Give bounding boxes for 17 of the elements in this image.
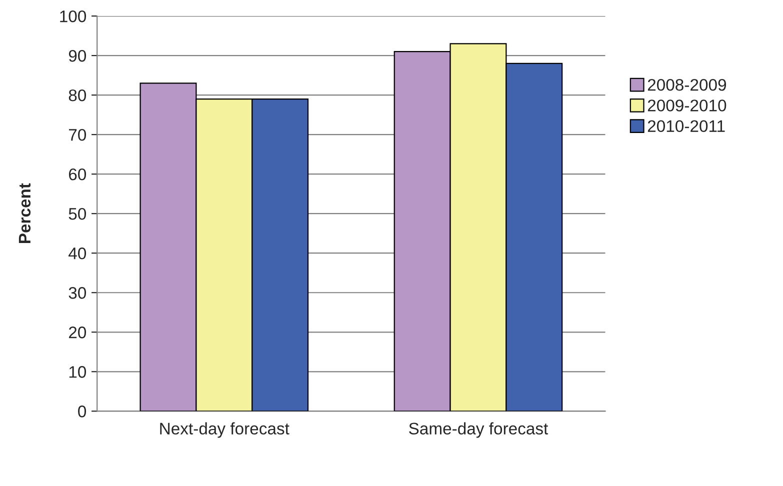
- y-tick-label: 50: [68, 208, 86, 220]
- y-tick-label: 10: [69, 366, 86, 378]
- legend-label: 2008-2009: [648, 78, 726, 91]
- y-tick-label: 20: [68, 326, 86, 338]
- legend-label: 2010-2011: [648, 120, 725, 132]
- y-tick-label: 100: [60, 10, 86, 22]
- y-axis-title: Percent: [18, 183, 31, 244]
- y-tick-label: 90: [68, 50, 86, 62]
- legend-label: 2009-2010: [648, 100, 726, 112]
- x-tick-label: Next-day forecast: [160, 422, 290, 438]
- x-tick-label: Same-day forecast: [409, 422, 548, 438]
- y-tick-label: 0: [78, 406, 86, 418]
- y-tick-label: 80: [68, 89, 86, 102]
- y-tick-label: 60: [68, 168, 86, 180]
- y-tick-label: 40: [68, 248, 86, 260]
- y-tick-label: 70: [68, 128, 86, 141]
- y-tick-label: 30: [68, 287, 86, 299]
